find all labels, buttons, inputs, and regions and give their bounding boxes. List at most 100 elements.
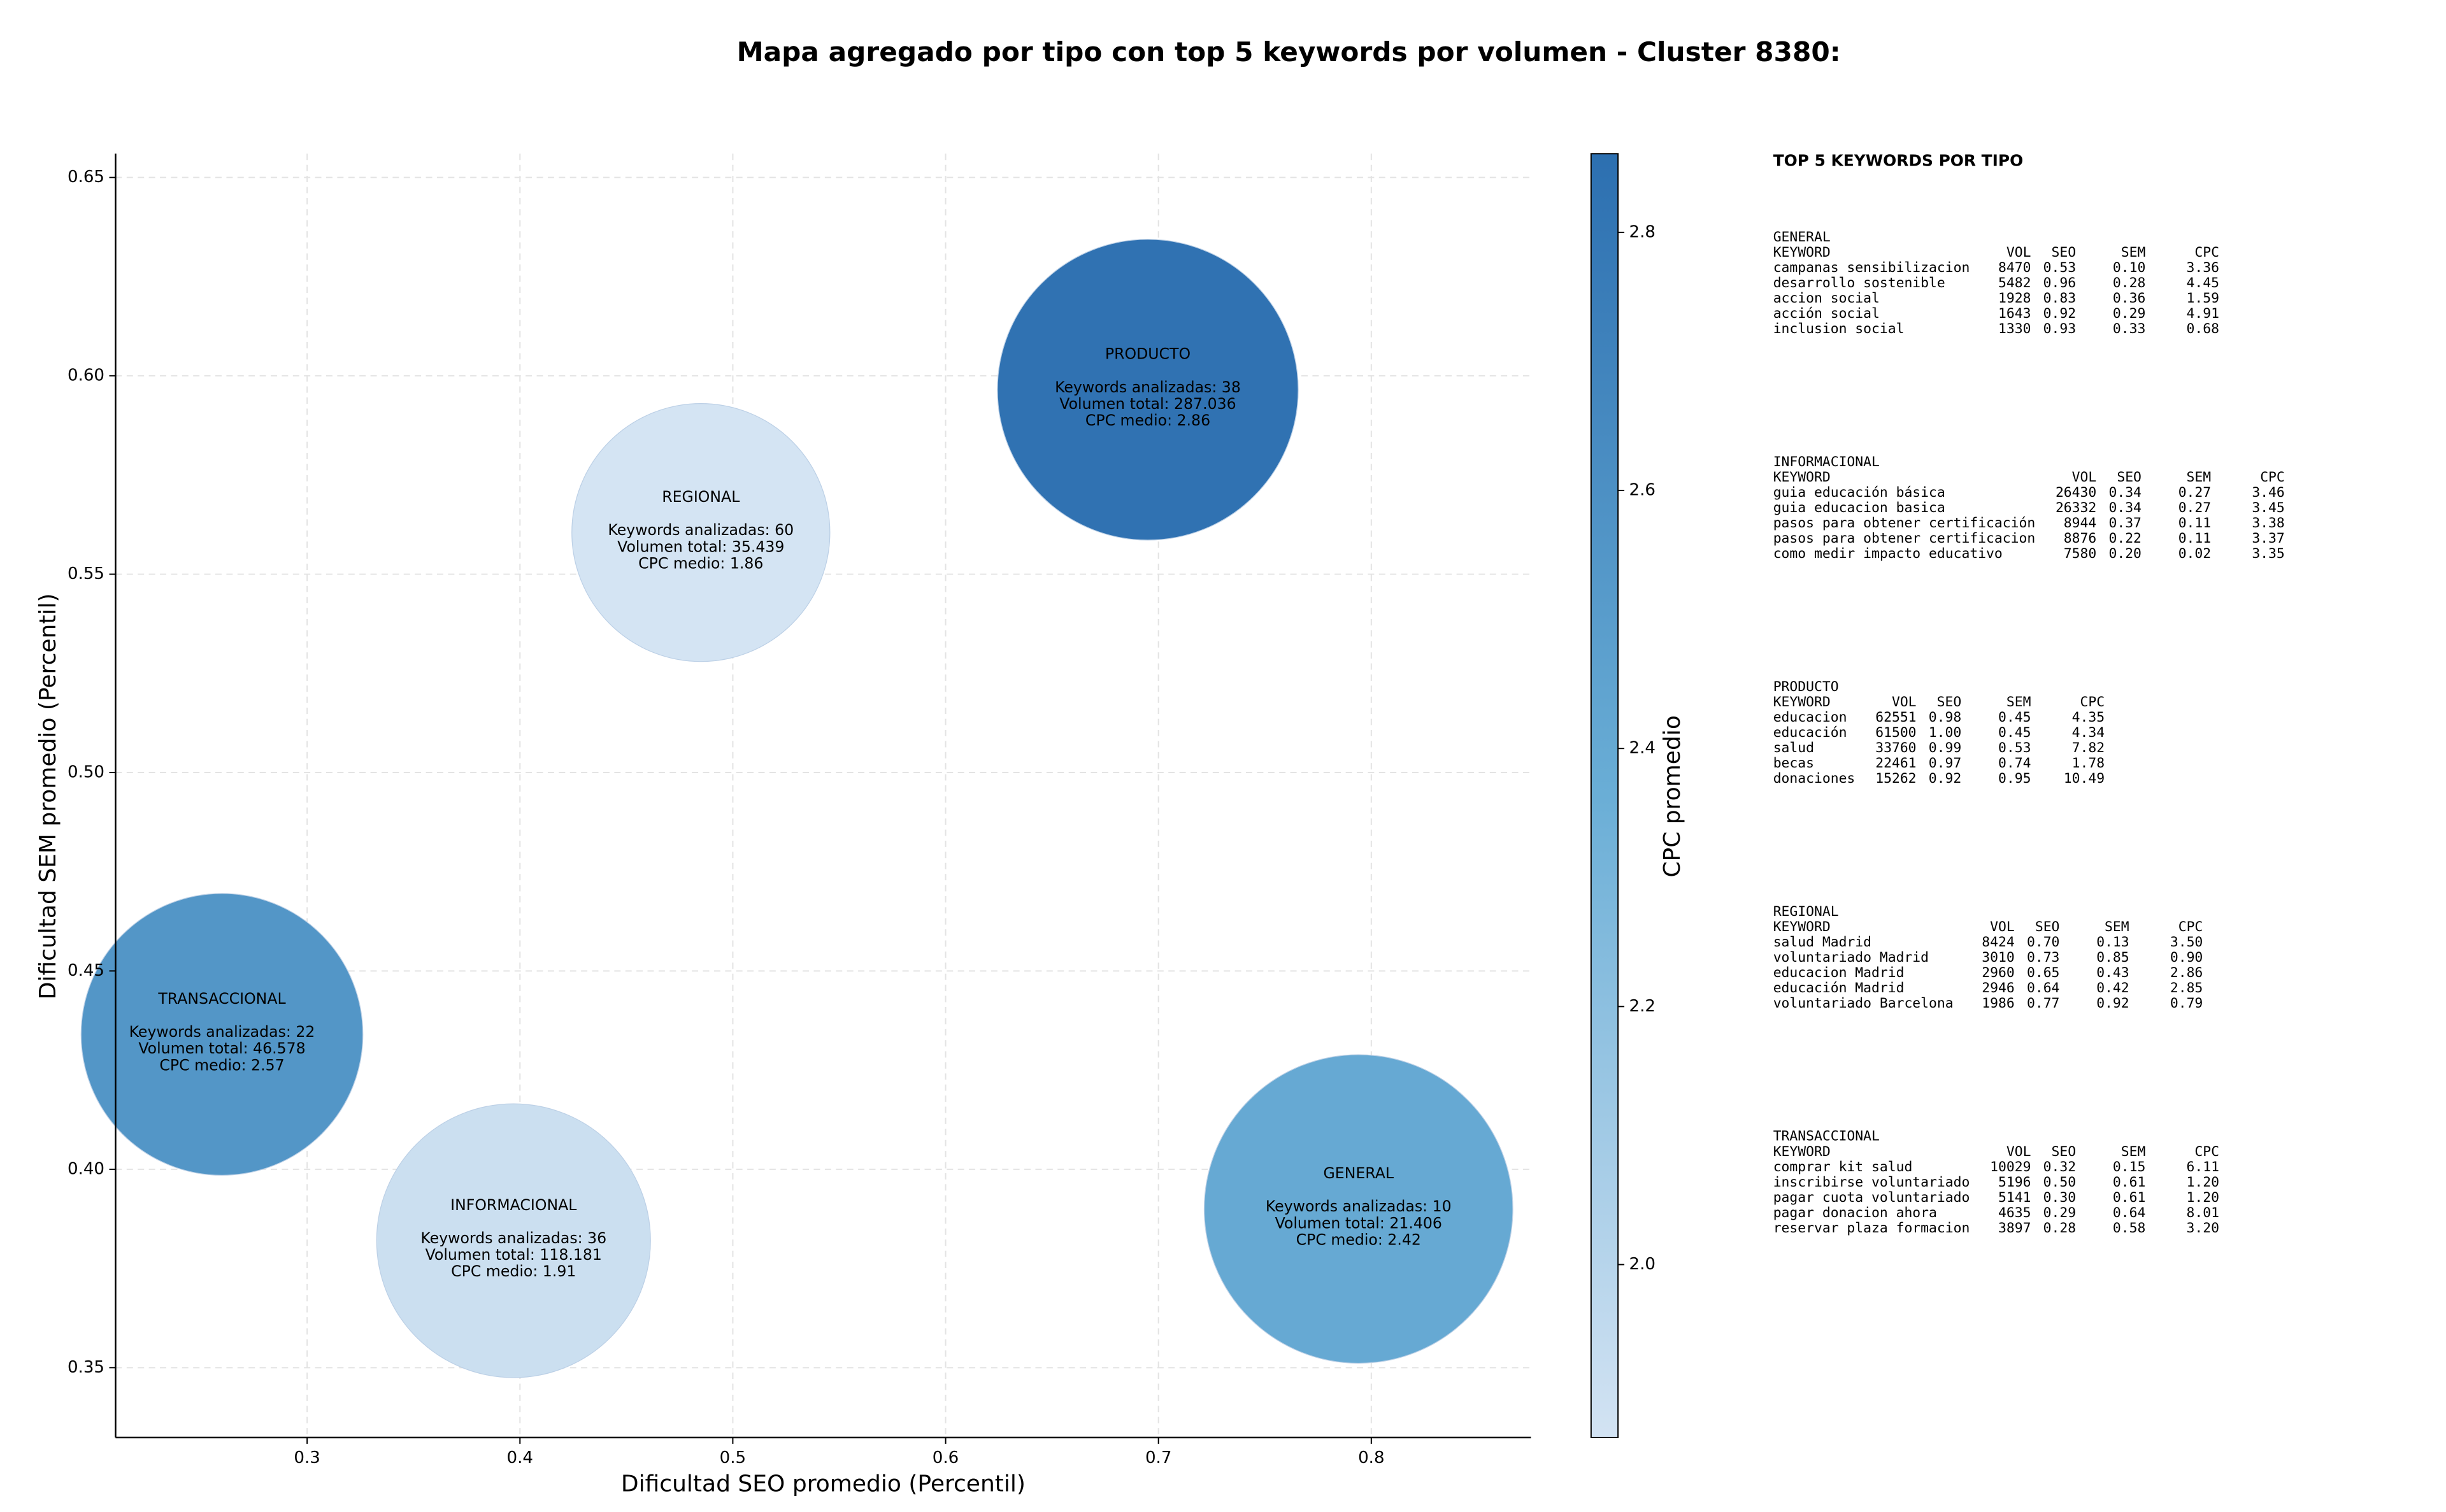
table-cell: educacion Madrid [1773, 965, 1905, 981]
bubble-annotation: Keywords analizadas: 22 [129, 1023, 315, 1041]
table-cell: 1986 [1982, 995, 2014, 1011]
table-cell: 0.30 [2043, 1190, 2076, 1206]
table-header: SEM [2105, 919, 2129, 935]
bubble-annotation: Keywords analizadas: 60 [608, 521, 794, 539]
table-cell: 0.34 [2108, 485, 2141, 501]
table-cell: 3.46 [2252, 485, 2284, 501]
bubble-annotation: CPC medio: 2.42 [1296, 1230, 1421, 1248]
table-cell: 0.50 [2043, 1174, 2076, 1190]
table-cell: 4635 [1998, 1205, 2031, 1221]
table-cell: 7580 [2064, 546, 2096, 562]
table-cell: 0.92 [1929, 771, 1961, 787]
table-cell: guia educación básica [1773, 485, 1945, 501]
table-cell: 0.15 [2113, 1159, 2145, 1175]
table-cell: 0.96 [2043, 275, 2076, 291]
table-cell: 0.10 [2113, 260, 2145, 276]
table-cell: 5141 [1998, 1190, 2031, 1206]
table-cell: 1643 [1998, 306, 2031, 322]
y-tick-label: 0.55 [68, 564, 104, 583]
y-tick-label: 0.35 [68, 1358, 104, 1377]
colorbar-tick-label: 2.2 [1629, 997, 1656, 1016]
bubble-annotation: Volumen total: 46.578 [138, 1039, 305, 1057]
bubble-label: TRANSACCIONAL [157, 990, 286, 1008]
y-tick-label: 0.50 [68, 763, 104, 782]
table-cell: 0.79 [2170, 995, 2203, 1011]
x-tick-label: 0.3 [294, 1448, 320, 1467]
table-cell: salud Madrid [1773, 934, 1871, 950]
table-cell: 0.29 [2043, 1205, 2076, 1221]
table-cell: 4.91 [2187, 306, 2219, 322]
table-title: REGIONAL [1773, 904, 1839, 920]
table-cell: 26332 [2056, 500, 2096, 516]
table-cell: 33760 [1875, 740, 1916, 756]
x-tick-label: 0.5 [720, 1448, 746, 1467]
table-cell: 0.27 [2178, 485, 2211, 501]
table-cell: 0.92 [2043, 306, 2076, 322]
bubble [80, 893, 364, 1176]
table-cell: 4.34 [2072, 725, 2105, 741]
table-cell: educación Madrid [1773, 980, 1905, 996]
table-cell: 0.73 [2027, 950, 2059, 966]
table-cell: 22461 [1875, 755, 1916, 771]
table-cell: guia educacion basica [1773, 500, 1945, 516]
table-cell: becas [1773, 755, 1814, 771]
table-cell: 0.45 [1998, 725, 2031, 741]
table-header: VOL [1892, 694, 1917, 710]
table-cell: 8876 [2064, 531, 2096, 546]
table-cell: 0.92 [2096, 995, 2129, 1011]
table-title: TRANSACCIONAL [1773, 1129, 1880, 1145]
table-cell: 0.28 [2113, 275, 2145, 291]
table-header: KEYWORD [1773, 919, 1831, 935]
x-tick-label: 0.7 [1145, 1448, 1171, 1467]
table-title: INFORMACIONAL [1773, 454, 1880, 470]
table-cell: 0.43 [2096, 965, 2129, 981]
x-tick-label: 0.8 [1358, 1448, 1384, 1467]
table-cell: accion social [1773, 290, 1880, 306]
table-cell: 3010 [1982, 950, 2014, 966]
bubble-annotation: CPC medio: 1.86 [638, 554, 763, 572]
table-cell: 0.53 [2043, 260, 2076, 276]
table-cell: 10.49 [2064, 771, 2105, 787]
table-header: SEM [2006, 694, 2031, 710]
table-cell: 61500 [1875, 725, 1916, 741]
table-cell: 0.97 [1929, 755, 1961, 771]
table-cell: 62551 [1875, 710, 1916, 725]
table-cell: 1.20 [2187, 1190, 2219, 1206]
table-header: SEM [2121, 245, 2146, 260]
table-cell: 0.28 [2043, 1220, 2076, 1236]
table-cell: pagar donacion ahora [1773, 1205, 1937, 1221]
table-cell: 0.74 [1998, 755, 2031, 771]
table-title: PRODUCTO [1773, 679, 1839, 695]
table-cell: 2.86 [2170, 965, 2203, 981]
table-cell: 0.42 [2096, 980, 2129, 996]
table-cell: 3.38 [2252, 515, 2284, 531]
table-cell: 1928 [1998, 290, 2031, 306]
table-cell: 4.35 [2072, 710, 2105, 725]
table-header: VOL [2072, 469, 2097, 485]
table-header: VOL [1990, 919, 2015, 935]
colorbar-tick-label: 2.4 [1629, 739, 1656, 758]
table-cell: pasos para obtener certificacion [1773, 531, 2036, 546]
table-cell: 0.53 [1998, 740, 2031, 756]
bubble-annotation: CPC medio: 1.91 [451, 1262, 576, 1280]
table-cell: reservar plaza formacion [1773, 1220, 1970, 1236]
bubble-annotation: CPC medio: 2.57 [159, 1056, 284, 1074]
table-cell: 0.93 [2043, 321, 2076, 337]
table-cell: 3.35 [2252, 546, 2284, 562]
table-cell: 0.90 [2170, 950, 2203, 966]
table-cell: 3.50 [2170, 934, 2203, 950]
bubble-label: REGIONAL [662, 488, 740, 506]
table-cell: desarrollo sostenible [1773, 275, 1945, 291]
table-header: KEYWORD [1773, 245, 1831, 260]
bubble-annotation: Volumen total: 35.439 [617, 538, 784, 555]
table-cell: 5482 [1998, 275, 2031, 291]
table-cell: 8470 [1998, 260, 2031, 276]
bubble-annotation: Volumen total: 287.036 [1059, 395, 1236, 413]
table-header: CPC [2080, 694, 2105, 710]
bubble-annotation: CPC medio: 2.86 [1085, 411, 1210, 429]
table-cell: 0.27 [2178, 500, 2211, 516]
table-header: KEYWORD [1773, 694, 1831, 710]
table-cell: 0.98 [1929, 710, 1961, 725]
